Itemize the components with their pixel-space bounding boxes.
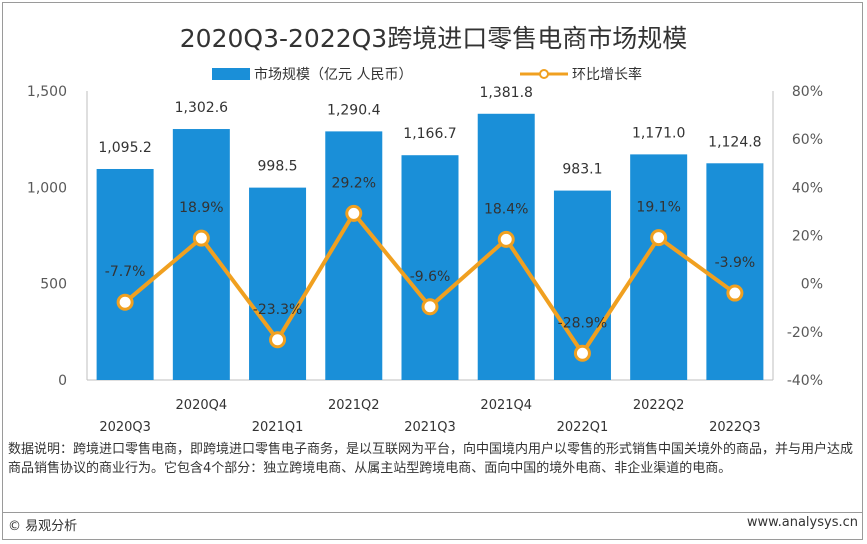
growth-rate-point	[573, 344, 591, 362]
growth-rate-point	[269, 331, 287, 349]
bar	[325, 131, 383, 380]
right-tick-label: 60%	[792, 132, 823, 148]
bar-value-label: 1,302.6	[175, 100, 229, 116]
bar	[249, 187, 307, 380]
right-tick-label: -20%	[787, 325, 823, 341]
category-labels: 2020Q3 2020Q4 2021Q1 2021Q2 2021Q3 2021Q4 2022…	[99, 398, 760, 435]
footer-divider	[3, 512, 862, 513]
right-tick-label: -40%	[787, 373, 823, 389]
right-tick-labels: -40% -20% 0% 20% 40% 60% 80%	[787, 84, 823, 389]
left-tick-label: 500	[40, 277, 67, 293]
data-note: 数据说明：跨境进口零售电商，即跨境进口零售电子商务，是以互联网为平台，向中国境内…	[8, 442, 854, 476]
bar-value-label: 998.5	[258, 159, 298, 175]
legend-bar-label: 市场规模（亿元 人民币）	[254, 66, 412, 83]
bar	[96, 168, 154, 380]
growth-rate-point	[345, 204, 363, 222]
copyright-text: © 易观分析	[8, 519, 78, 534]
website-link[interactable]: www.analysys.cn	[746, 515, 858, 530]
right-tick-label: 80%	[792, 84, 823, 100]
growth-rate-labels: -7.7% 18.9% -23.3% 29.2% -9.6% 18.4% -28.9% 19.…	[105, 175, 755, 331]
legend-line-label: 环比增长率	[572, 66, 642, 83]
growth-rate-label: -9.6%	[410, 269, 451, 285]
right-tick-label: 20%	[792, 229, 823, 245]
category-label: 2022Q1	[557, 420, 609, 435]
left-tick-label: 0	[58, 373, 67, 389]
right-tick-label: 40%	[792, 180, 823, 196]
legend-line-marker	[539, 69, 549, 79]
category-label: 2022Q2	[633, 398, 685, 413]
growth-rate-point	[650, 229, 668, 247]
bar-value-labels: 1,095.2 1,302.6 998.5 1,290.4 1,166.7 1,381.8…	[98, 85, 761, 178]
left-tick-label: 1,000	[27, 180, 67, 196]
growth-rate-point	[421, 298, 439, 316]
growth-rate-label: 19.1%	[636, 200, 680, 216]
legend-bar-swatch	[212, 68, 250, 80]
category-label: 2021Q2	[328, 398, 380, 413]
bar-series	[96, 113, 764, 381]
bar-value-label: 1,381.8	[480, 85, 533, 101]
growth-rate-label: -23.3%	[253, 302, 303, 318]
growth-rate-point	[192, 229, 210, 247]
growth-rate-label: -7.7%	[105, 264, 146, 280]
chart-title: 2020Q3-2022Q3跨境进口零售电商市场规模	[180, 24, 687, 53]
bar-value-label: 1,124.8	[708, 134, 761, 150]
category-label: 2022Q3	[709, 420, 761, 435]
left-tick-labels: 0 500 1,000 1,500	[27, 84, 67, 389]
category-label: 2020Q4	[176, 398, 228, 413]
category-label: 2020Q3	[99, 420, 151, 435]
growth-rate-point	[726, 284, 744, 302]
line-series	[116, 204, 744, 362]
growth-rate-label: -28.9%	[558, 315, 608, 331]
bar	[706, 163, 764, 380]
bar-value-label: 1,166.7	[403, 126, 456, 142]
legend: 市场规模（亿元 人民币） 环比增长率	[212, 66, 642, 83]
growth-rate-label: 18.9%	[179, 200, 223, 216]
growth-rate-point	[497, 230, 515, 248]
bar	[401, 155, 459, 380]
right-tick-label: 0%	[801, 277, 823, 293]
category-label: 2021Q3	[404, 420, 456, 435]
left-tick-label: 1,500	[27, 84, 67, 100]
growth-rate-label: -3.9%	[715, 255, 756, 271]
bar-value-label: 1,171.0	[632, 125, 685, 141]
growth-rate-label: 18.4%	[484, 201, 528, 217]
bar-value-label: 1,095.2	[98, 140, 151, 156]
bar-value-label: 983.1	[562, 162, 602, 178]
bar-value-label: 1,290.4	[327, 102, 381, 118]
growth-rate-point	[116, 293, 134, 311]
category-label: 2021Q4	[480, 398, 532, 413]
category-label: 2021Q1	[252, 420, 304, 435]
growth-rate-label: 29.2%	[332, 175, 376, 191]
